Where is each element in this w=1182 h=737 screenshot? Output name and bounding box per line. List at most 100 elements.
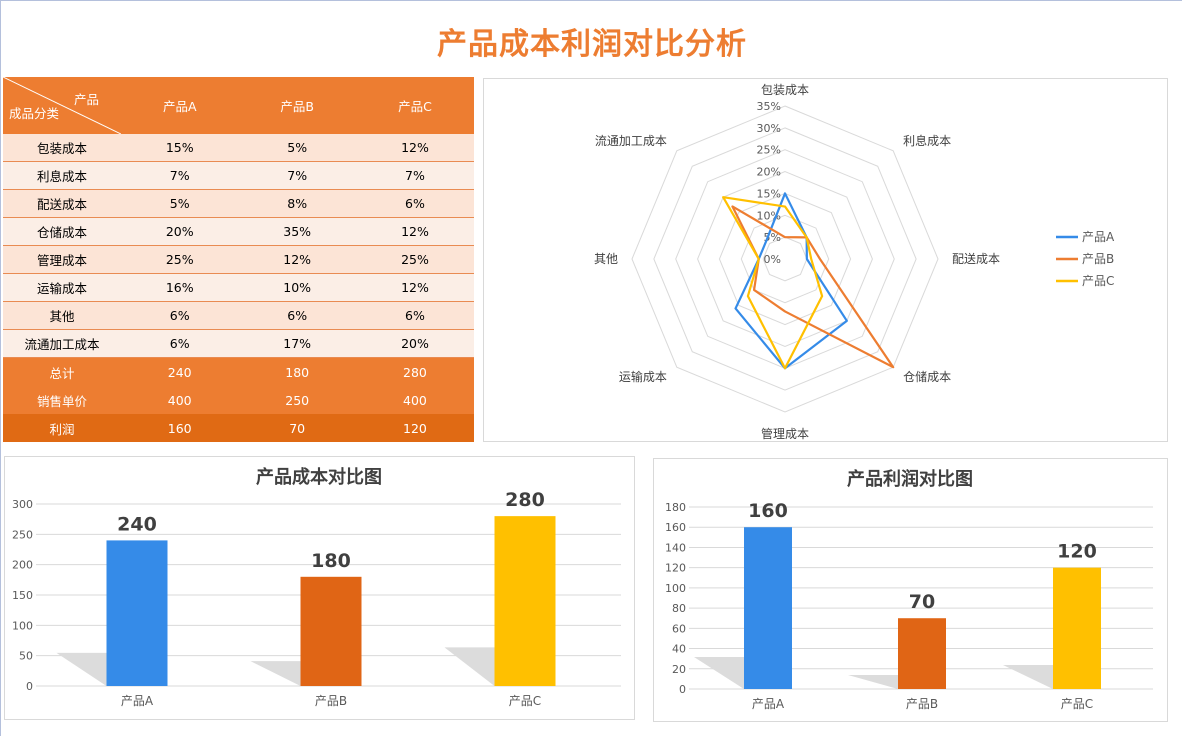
radar-spoke [677,259,785,367]
column-header: 产品C [355,77,474,134]
y-tick-label: 100 [12,619,33,632]
bar-shadow [444,647,495,686]
y-tick-label: 80 [672,602,686,615]
cell-value: 15% [121,134,239,162]
radar-grid-ring [653,127,917,391]
cell-value: 7% [121,161,239,190]
x-tick-label: 产品C [509,694,541,708]
table-row: 配送成本 5% 8% 6% [3,189,474,218]
y-tick-label: 60 [672,622,686,635]
bar-shadow [1003,665,1053,689]
legend-label: 产品B [1082,252,1114,266]
table-row: 管理成本 25% 12% 25% [3,245,474,274]
radar-axis-label: 仓储成本 [903,369,951,384]
row-label: 运输成本 [3,273,121,302]
cell-value: 35% [238,217,356,246]
summary-label: 利润 [3,414,121,442]
cell-value: 12% [355,217,474,246]
y-tick-label: 0 [679,683,686,696]
cell-value: 8% [238,189,356,218]
row-label: 仓储成本 [3,217,121,246]
y-tick-label: 100 [665,582,686,595]
bar-data-label: 180 [311,550,351,572]
cell-value: 10% [238,273,356,302]
bar [300,576,362,686]
radar-series-line [722,196,824,370]
column-header: 产品B [238,77,356,134]
cell-value: 25% [355,245,474,274]
corner-top-label: 产品 [73,92,99,107]
y-tick-label: 160 [665,521,686,534]
corner-cell: 产品 成品分类 [3,77,121,134]
cost-table: 产品 成品分类 产品A 产品B 产品C 包装成本 15% 5% 12% 利息成本 7% 7… [3,77,474,442]
summary-value: 400 [355,386,474,414]
radar-tick-label: 35% [757,100,781,113]
x-tick-label: 产品A [121,694,154,708]
radar-grid-ring [718,192,852,326]
table-row: 运输成本 16% 10% 12% [3,273,474,302]
summary-value: 280 [355,357,474,386]
cell-value: 16% [121,273,239,302]
radar-axis-label: 运输成本 [619,369,667,384]
summary-row: 总计 240 180 280 [3,357,474,386]
cell-value: 20% [121,217,239,246]
column-header: 产品A [121,77,239,134]
radar-tick-label: 25% [757,144,781,157]
chart-title: 产品成本对比图 [256,466,382,488]
radar-axis-label: 配送成本 [952,251,1000,266]
radar-tick-label: 0% [764,253,781,266]
table-row: 仓储成本 20% 35% 12% [3,217,474,246]
radar-grid-ring [740,214,830,304]
legend-label: 产品A [1082,230,1115,244]
y-tick-label: 140 [665,541,686,554]
row-label: 流通加工成本 [3,329,121,358]
y-tick-label: 180 [665,501,686,514]
chart-title: 产品利润对比图 [847,468,973,490]
table-row: 流通加工成本 6% 17% 20% [3,329,474,358]
cell-value: 6% [355,189,474,218]
y-tick-label: 250 [12,528,33,541]
bar-data-label: 160 [748,500,788,522]
cell-value: 7% [355,161,474,190]
y-tick-label: 200 [12,559,33,572]
cell-value: 6% [355,301,474,330]
summary-row: 销售单价 400 250 400 [3,386,474,414]
x-tick-label: 产品A [752,697,785,711]
summary-value: 160 [121,414,239,442]
y-tick-label: 50 [19,650,33,663]
cell-value: 6% [238,301,356,330]
bar-data-label: 240 [117,513,157,535]
summary-label: 总计 [3,357,121,386]
table-row: 包装成本 15% 5% 12% [3,134,474,162]
radar-spoke [785,151,893,259]
summary-value: 240 [121,357,239,386]
bar [744,527,792,689]
summary-value: 70 [238,414,356,442]
radar-grid-ring [762,236,808,282]
summary-value: 400 [121,386,239,414]
cell-value: 5% [121,189,239,218]
y-tick-label: 0 [26,680,33,693]
y-tick-label: 300 [12,498,33,511]
cell-value: 12% [238,245,356,274]
x-tick-label: 产品B [906,697,938,711]
y-tick-label: 20 [672,663,686,676]
cell-value: 5% [238,134,356,162]
row-label: 包装成本 [3,134,121,162]
radar-grid-ring [631,105,939,413]
cell-value: 17% [238,329,356,358]
bar-data-label: 280 [505,489,545,511]
bar-data-label: 70 [909,591,935,613]
page-title: 产品成本利润对比分析 [437,27,747,62]
radar-series-line [731,205,895,369]
radar-tick-label: 30% [757,122,781,135]
summary-row: 利润 160 70 120 [3,414,474,442]
radar-axis-label: 利息成本 [903,133,951,148]
summary-label: 销售单价 [3,386,121,414]
diagonal-line [3,77,121,134]
summary-value: 120 [355,414,474,442]
summary-value: 180 [238,357,356,386]
radar-axis-label: 包装成本 [761,83,809,97]
legend-label: 产品C [1082,274,1114,288]
